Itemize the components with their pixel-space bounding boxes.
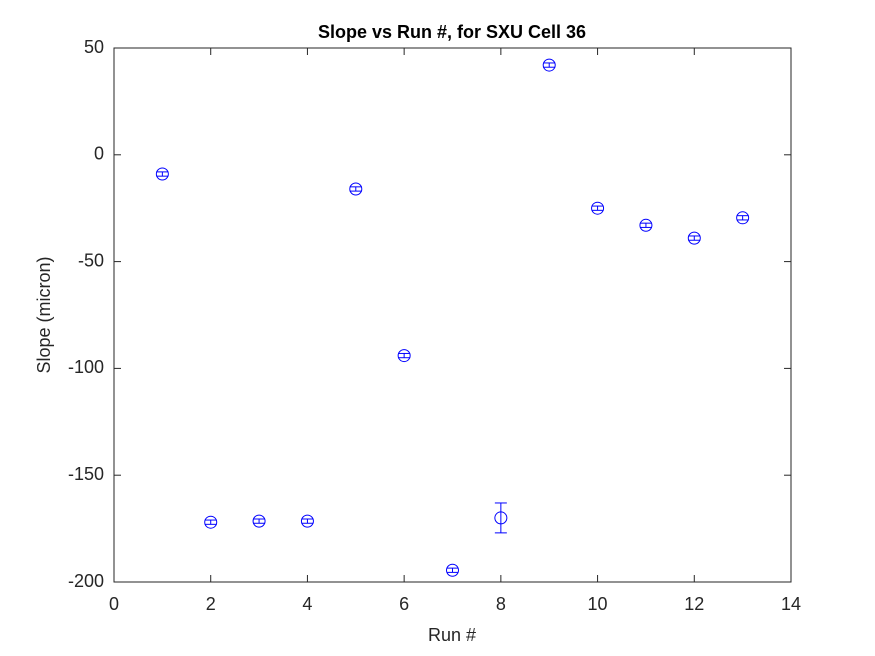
- x-tick-label: 12: [684, 594, 704, 614]
- marker: [252, 514, 266, 528]
- y-tick-label: -50: [78, 250, 104, 270]
- x-axis-label: Run #: [428, 625, 476, 645]
- error-bar: [156, 171, 169, 177]
- error-bar: [253, 518, 266, 524]
- marker: [397, 349, 411, 363]
- marker: [542, 58, 556, 72]
- marker: [349, 182, 363, 196]
- y-axis-label: Slope (micron): [34, 256, 54, 373]
- marker: [155, 167, 169, 181]
- error-bar: [639, 222, 652, 228]
- marker: [591, 201, 605, 215]
- error-bar: [301, 518, 314, 524]
- y-tick-label: -200: [68, 571, 104, 591]
- x-tick-label: 6: [399, 594, 409, 614]
- marker: [736, 211, 750, 225]
- x-tick-label: 10: [588, 594, 608, 614]
- error-bar: [543, 62, 556, 68]
- y-tick-label: 0: [94, 144, 104, 164]
- x-tick-label: 4: [302, 594, 312, 614]
- chart-title: Slope vs Run #, for SXU Cell 36: [318, 22, 586, 42]
- axes-box: [113, 47, 792, 583]
- marker: [204, 515, 218, 529]
- error-bar: [349, 186, 362, 192]
- marker: [494, 511, 508, 525]
- error-bar: [591, 205, 604, 211]
- error-bar: [736, 215, 749, 221]
- error-bar: [494, 502, 507, 534]
- x-tick-label: 2: [206, 594, 216, 614]
- marker: [639, 218, 653, 232]
- x-tick-label: 0: [109, 594, 119, 614]
- marker: [687, 231, 701, 245]
- error-bar: [688, 235, 701, 241]
- marker: [300, 514, 314, 528]
- y-tick-label: 50: [84, 37, 104, 57]
- x-tick-label: 14: [781, 594, 801, 614]
- error-bar: [204, 519, 217, 525]
- y-tick-label: -150: [68, 464, 104, 484]
- error-bar: [446, 567, 459, 573]
- x-tick-label: 8: [496, 594, 506, 614]
- y-tick-label: -100: [68, 357, 104, 377]
- error-bar: [398, 352, 411, 359]
- marker: [446, 563, 459, 577]
